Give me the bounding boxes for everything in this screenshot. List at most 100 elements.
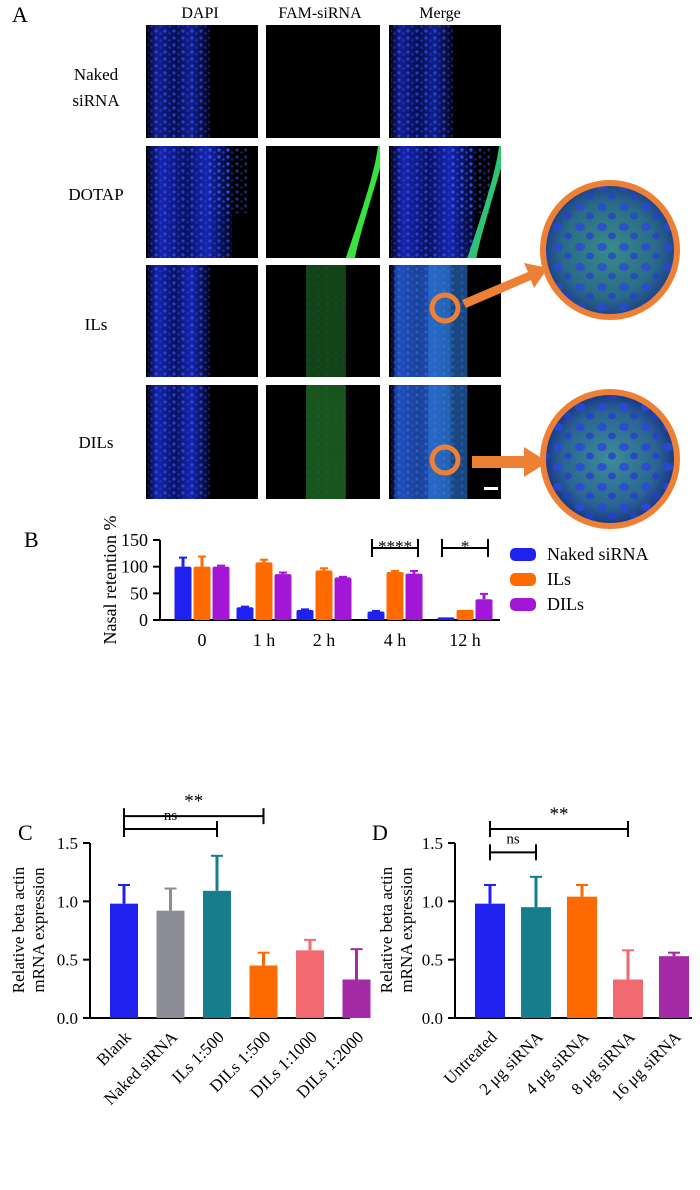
bar — [334, 577, 352, 620]
bar — [475, 903, 505, 1018]
micrograph-image — [266, 146, 380, 258]
significance-label: * — [461, 537, 470, 556]
y-axis-label: mRNA expression — [397, 867, 416, 993]
bar — [659, 956, 689, 1018]
x-tick-label: 4 h — [384, 630, 407, 650]
nuclei-texture — [148, 25, 210, 138]
y-tick-label: 100 — [121, 557, 148, 577]
legend-swatch — [510, 548, 536, 561]
bar — [567, 896, 597, 1018]
x-tick-label: 0 — [198, 630, 207, 650]
panel-c-letter: C — [18, 820, 33, 845]
micrograph-background — [266, 146, 380, 258]
bar — [193, 566, 211, 620]
micrograph-image — [146, 146, 258, 258]
panel-c-chart: C 0.0 0.5 1.0 1.5 Relative beta actin mRNA exp… — [9, 791, 371, 1109]
panel-d-chart: D 0.0 0.5 1.0 1.5 Relative beta actin mRNA exp… — [372, 804, 692, 1105]
zoom-inset-cells — [543, 392, 677, 526]
y-axis-label: Relative beta actin — [377, 866, 396, 993]
micrograph-image — [389, 25, 501, 138]
significance-label: **** — [378, 537, 412, 556]
y-tick-label: 150 — [121, 530, 148, 550]
x-tick-label: Blank — [93, 1027, 136, 1070]
fam-texture — [305, 265, 346, 377]
y-tick-label: 1.5 — [422, 834, 443, 853]
zoom-inset-border — [540, 389, 680, 529]
micrograph-image — [146, 25, 258, 138]
bar — [342, 979, 371, 1018]
panel-a-row-label: Naked — [74, 65, 119, 84]
panel-a-row-label: ILs — [85, 315, 108, 334]
panel-a-letter: A — [12, 2, 28, 27]
significance-label: ns — [506, 831, 520, 847]
micrograph-background — [266, 25, 380, 138]
zoom-inset-cells — [543, 183, 677, 317]
x-tick-label: 12 h — [449, 630, 481, 650]
x-tick-label: 2 h — [313, 630, 336, 650]
significance-label: ** — [550, 804, 569, 825]
micrograph-image — [389, 146, 501, 258]
y-tick-label: 1.0 — [422, 892, 443, 911]
panel-a-column-header: FAM-siRNA — [278, 5, 362, 22]
fam-texture — [428, 385, 468, 499]
legend-label: Naked siRNA — [547, 544, 649, 564]
micrograph-image — [266, 265, 380, 377]
y-axis-label: Relative beta actin — [9, 866, 28, 993]
scale-bar — [484, 487, 498, 490]
zoom-inset-border — [540, 180, 680, 320]
y-tick-label: 0 — [139, 610, 148, 630]
x-tick-label: 1 h — [253, 630, 276, 650]
nuclei-texture — [450, 146, 490, 214]
nuclei-texture — [148, 265, 210, 377]
nuclei-texture — [207, 146, 247, 214]
fam-signal — [345, 146, 380, 258]
panel-d-letter: D — [372, 820, 388, 845]
legend-label: DILs — [547, 594, 584, 614]
nuclei-texture — [148, 385, 210, 499]
y-tick-label: 0.0 — [57, 1009, 78, 1028]
legend-swatch — [510, 598, 536, 611]
bar — [174, 566, 192, 620]
y-axis-label: Nasal retention % — [100, 516, 120, 645]
micrograph-image — [389, 385, 501, 499]
y-tick-label: 0.5 — [57, 951, 78, 970]
bar — [521, 907, 551, 1018]
bar — [249, 965, 278, 1018]
y-tick-label: 0.5 — [422, 951, 443, 970]
bar — [367, 611, 385, 620]
panel-a: A DAPI FAM-siRNA Merge Naked siRNA DOTAP ILs DIL… — [12, 2, 680, 529]
nuclei-texture — [391, 25, 453, 138]
significance-label: ns — [164, 808, 178, 824]
bar — [110, 903, 138, 1018]
panel-a-row-label: siRNA — [72, 91, 120, 110]
bar — [315, 570, 333, 620]
micrograph-image — [266, 385, 380, 499]
panel-a-row-label: DOTAP — [68, 185, 123, 204]
bar — [475, 599, 493, 620]
arrow-icon — [462, 263, 548, 308]
micrograph-image — [266, 25, 380, 138]
bar — [156, 910, 185, 1018]
highlight-circle — [429, 444, 461, 476]
y-tick-label: 0.0 — [422, 1009, 443, 1028]
arrow-icon — [472, 447, 548, 477]
y-tick-label: 50 — [130, 583, 148, 603]
bar — [203, 890, 231, 1018]
panel-a-column-header: Merge — [419, 5, 460, 22]
bar — [296, 609, 314, 620]
significance-label: ** — [184, 791, 203, 812]
fam-signal — [467, 146, 501, 258]
bar — [386, 572, 404, 620]
bar — [236, 607, 254, 620]
bar — [212, 566, 230, 620]
micrograph-image — [146, 265, 258, 377]
y-tick-label: 1.0 — [57, 892, 78, 911]
bar — [255, 562, 273, 620]
bar — [437, 617, 455, 620]
y-tick-label: 1.5 — [57, 834, 78, 853]
panel-a-column-header: DAPI — [181, 5, 218, 22]
fam-texture — [305, 385, 346, 499]
y-axis-label: mRNA expression — [29, 867, 48, 993]
bar — [456, 609, 474, 620]
